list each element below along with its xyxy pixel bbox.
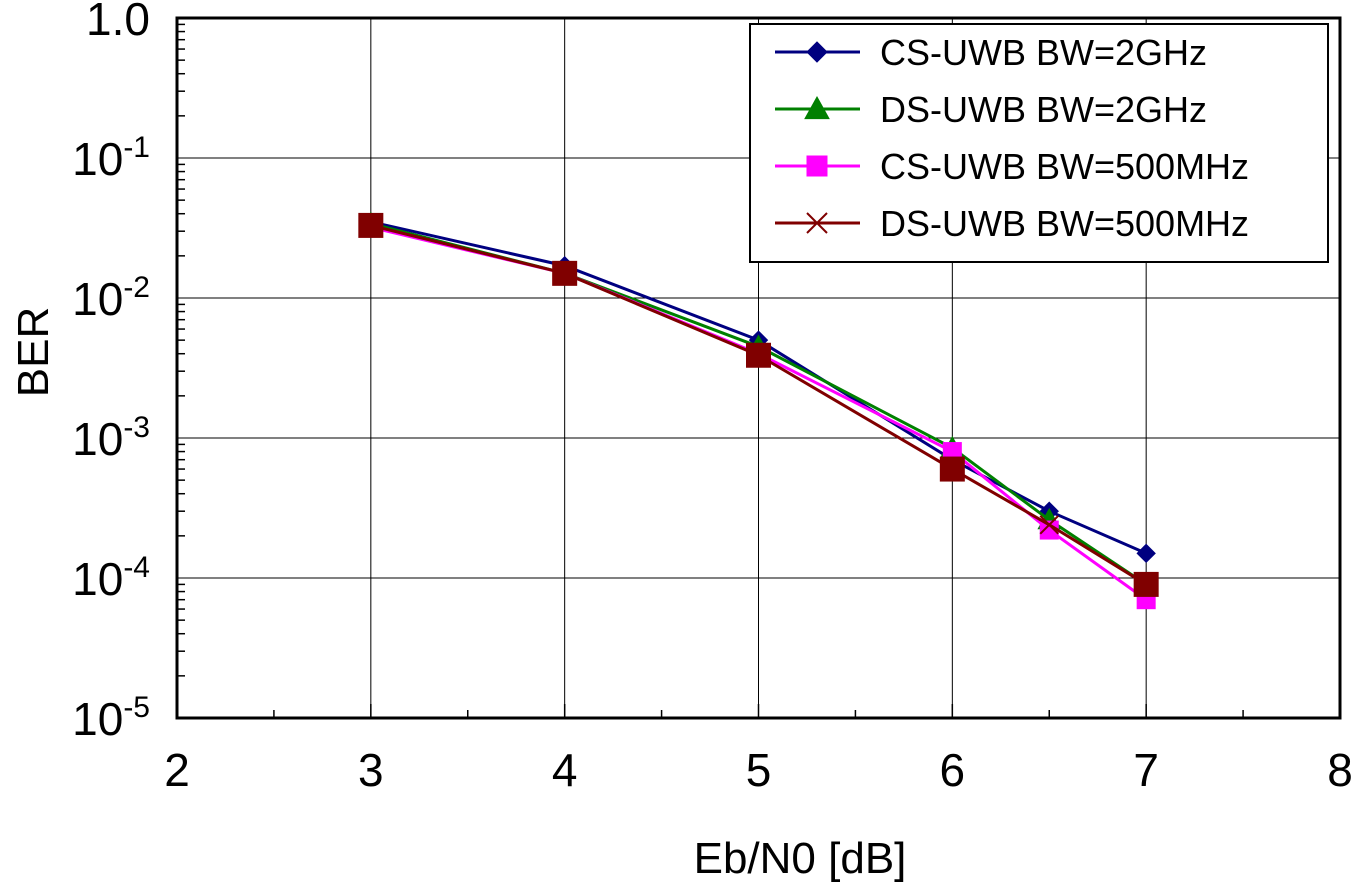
y-tick-label: 10-5 (72, 691, 150, 745)
x-tick-label: 7 (1133, 744, 1159, 796)
overlay-point (552, 260, 578, 286)
y-tick-label: 10-3 (72, 411, 150, 465)
legend-entry: DS-UWB BW=2GHz (775, 89, 1207, 130)
data-point (1136, 543, 1156, 564)
legend-entry: CS-UWB BW=2GHz (775, 32, 1207, 73)
overlay-point (746, 342, 771, 368)
x-tick-label: 3 (358, 744, 384, 796)
x-tick-label: 6 (940, 744, 966, 796)
y-tick-label: 10-1 (72, 131, 150, 185)
x-tick-label: 8 (1327, 744, 1353, 796)
legend-label: DS-UWB BW=2GHz (880, 89, 1207, 130)
overlay-point (358, 212, 384, 238)
legend-marker (806, 212, 828, 234)
overlay-point (939, 456, 965, 482)
x-tick-labels: 2 3 4 5 6 7 8 (164, 744, 1353, 796)
series-line (370, 223, 1147, 586)
y-tick-label: 1.0 (86, 0, 150, 45)
x-tick-label: 2 (164, 744, 190, 796)
legend-entry: DS-UWB BW=500MHz (775, 203, 1249, 244)
y-axis-title: BER (9, 307, 58, 397)
overlay-point (1133, 571, 1159, 597)
legend-label: CS-UWB BW=500MHz (880, 146, 1249, 187)
y-tick-labels: 1.0 10-1 10-2 10-3 10-4 10-5 (72, 0, 150, 745)
series-line (370, 220, 1147, 555)
x-axis-title: Eb/N0 [dB] (694, 834, 907, 883)
y-tick-label: 10-2 (72, 271, 150, 325)
legend-marker (806, 155, 828, 177)
x-tick-label: 4 (552, 744, 578, 796)
y-tick-label: 10-4 (72, 551, 150, 605)
series-layer (358, 211, 1159, 610)
legend-marker (804, 95, 830, 120)
overlay-markers (358, 212, 1159, 597)
minor-ticks (176, 23, 1341, 718)
legend-label: CS-UWB BW=2GHz (880, 32, 1207, 73)
legend: CS-UWB BW=2GHz DS-UWB BW=2GHz CS-UWB BW=50… (749, 23, 1329, 263)
legend-label: DS-UWB BW=500MHz (880, 203, 1249, 244)
legend-entry: CS-UWB BW=500MHz (775, 146, 1249, 187)
legend-marker (806, 41, 828, 63)
data-point (1039, 515, 1059, 535)
x-tick-label: 5 (746, 744, 772, 796)
